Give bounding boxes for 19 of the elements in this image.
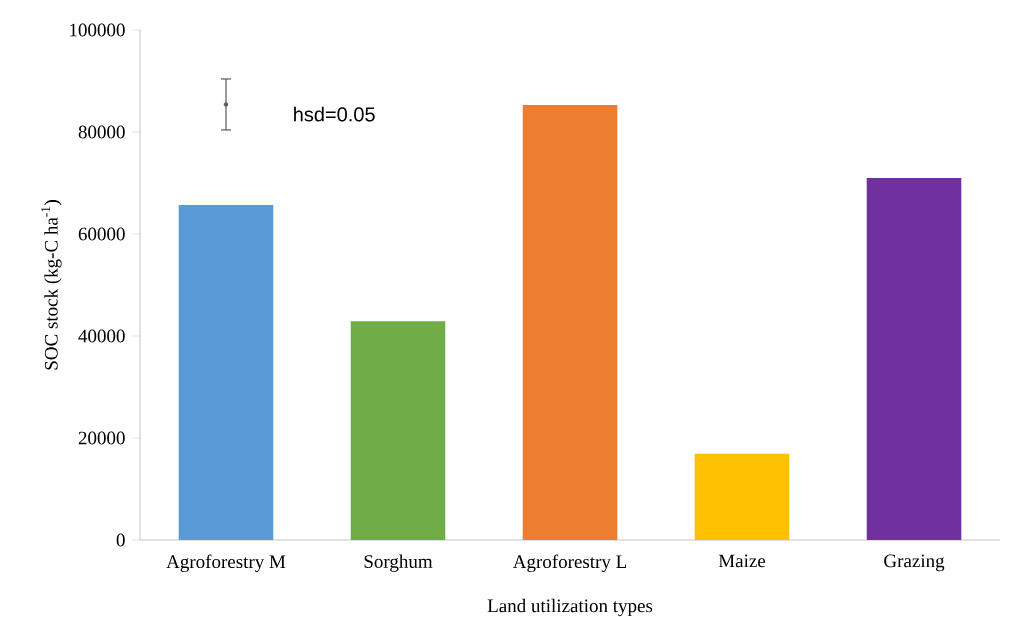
y-tick-label: 0 <box>116 533 125 547</box>
x-tick-label: Agroforestry M <box>166 554 286 572</box>
bar <box>178 204 274 540</box>
x-tick-label: Grazing <box>884 554 945 572</box>
bar <box>350 321 446 540</box>
x-axis-title: Land utilization types <box>487 598 653 617</box>
y-tick-label: 80000 <box>78 125 125 139</box>
annotation: hsd=0.05 <box>294 106 375 122</box>
x-tick-label: Maize <box>718 554 766 568</box>
x-tick-label: Sorghum <box>364 554 433 572</box>
bar <box>866 177 962 540</box>
y-tick-label: 60000 <box>78 227 125 241</box>
y-tick-label: 20000 <box>78 431 125 445</box>
bar <box>522 104 618 540</box>
y-tick-label: 40000 <box>78 329 125 343</box>
y-axis-title: SOC stock (kg-C ha$^{-1}$) <box>41 200 62 370</box>
y-tick-label: 100000 <box>70 23 125 37</box>
x-tick-label: Agroforestry L <box>512 554 627 572</box>
bar <box>694 453 790 540</box>
